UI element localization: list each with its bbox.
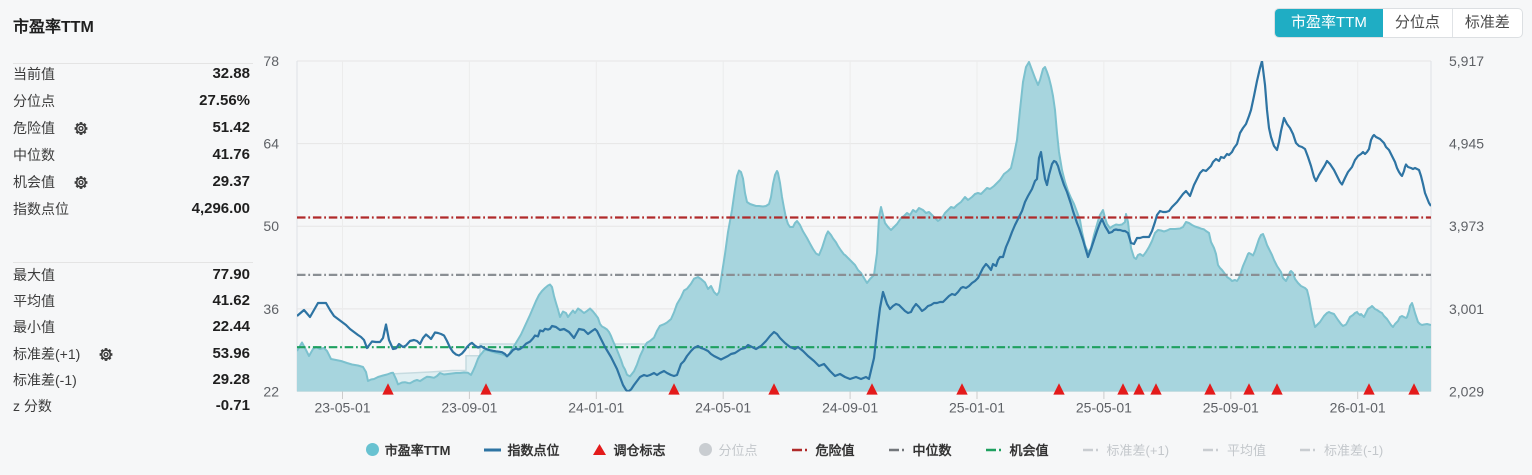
svg-text:5,917: 5,917 (1449, 53, 1484, 69)
svg-text:64: 64 (263, 136, 279, 152)
svg-text:50: 50 (263, 218, 279, 234)
svg-text:24-01-01: 24-01-01 (568, 400, 624, 416)
svg-text:24-05-01: 24-05-01 (695, 400, 751, 416)
svg-text:25-09-01: 25-09-01 (1203, 400, 1259, 416)
svg-text:4,945: 4,945 (1449, 136, 1484, 152)
svg-text:26-01-01: 26-01-01 (1330, 400, 1386, 416)
svg-text:36: 36 (263, 301, 279, 317)
svg-text:22: 22 (263, 384, 279, 400)
svg-text:2,029: 2,029 (1449, 384, 1484, 400)
svg-text:24-09-01: 24-09-01 (822, 400, 878, 416)
svg-text:78: 78 (263, 53, 279, 69)
svg-text:3,001: 3,001 (1449, 301, 1484, 317)
svg-text:23-05-01: 23-05-01 (314, 400, 370, 416)
svg-text:25-01-01: 25-01-01 (949, 400, 1005, 416)
svg-text:3,973: 3,973 (1449, 218, 1484, 234)
svg-text:23-09-01: 23-09-01 (441, 400, 497, 416)
svg-text:25-05-01: 25-05-01 (1076, 400, 1132, 416)
